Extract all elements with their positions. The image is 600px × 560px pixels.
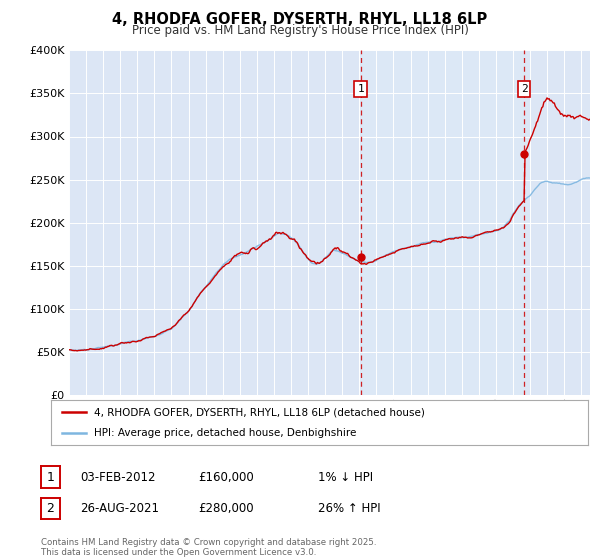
Text: 26-AUG-2021: 26-AUG-2021 (80, 502, 159, 515)
Text: Price paid vs. HM Land Registry's House Price Index (HPI): Price paid vs. HM Land Registry's House … (131, 24, 469, 36)
Text: 26% ↑ HPI: 26% ↑ HPI (318, 502, 380, 515)
Text: 1: 1 (46, 470, 55, 484)
Text: 03-FEB-2012: 03-FEB-2012 (80, 470, 155, 484)
Text: 2: 2 (521, 84, 527, 94)
Text: 4, RHODFA GOFER, DYSERTH, RHYL, LL18 6LP: 4, RHODFA GOFER, DYSERTH, RHYL, LL18 6LP (112, 12, 488, 27)
Text: 1: 1 (357, 84, 364, 94)
Text: Contains HM Land Registry data © Crown copyright and database right 2025.
This d: Contains HM Land Registry data © Crown c… (41, 538, 376, 557)
Bar (361, 50, 524, 395)
Text: 1% ↓ HPI: 1% ↓ HPI (318, 470, 373, 484)
Text: 2: 2 (46, 502, 55, 515)
Text: £160,000: £160,000 (198, 470, 254, 484)
Text: 4, RHODFA GOFER, DYSERTH, RHYL, LL18 6LP (detached house): 4, RHODFA GOFER, DYSERTH, RHYL, LL18 6LP… (94, 408, 425, 418)
Text: £280,000: £280,000 (198, 502, 254, 515)
Text: HPI: Average price, detached house, Denbighshire: HPI: Average price, detached house, Denb… (94, 428, 356, 438)
